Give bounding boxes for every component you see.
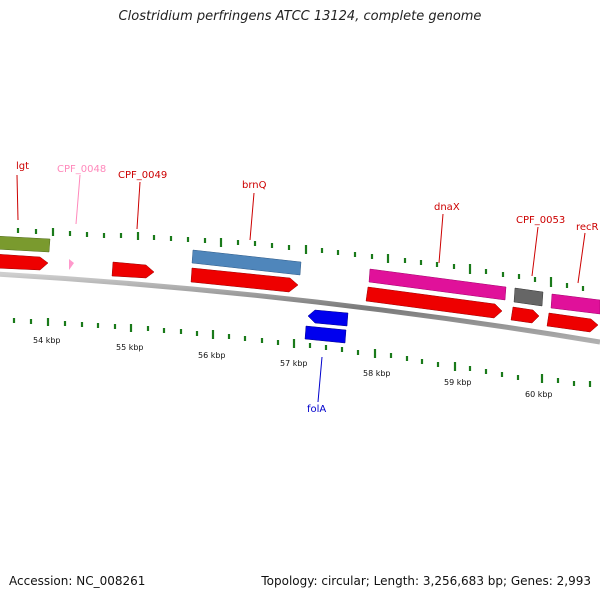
ruler-label: 59 kbp xyxy=(444,378,472,387)
map-title: Clostridium perfringens ATCC 13124, comp… xyxy=(118,9,482,24)
gene-bar-fola xyxy=(307,309,349,327)
cds-arrow-cpf0049 xyxy=(111,261,155,279)
gene-bar-dnax xyxy=(368,268,507,301)
cds-arrow-dnax xyxy=(365,286,503,319)
gene-label-fola: folA xyxy=(307,404,326,415)
inner-tick-row xyxy=(12,318,592,387)
gene-label-brnq: brnQ xyxy=(242,180,267,191)
cds-arrow-cpf0048 xyxy=(69,259,74,270)
accession-text: Accession: NC_008261 xyxy=(9,574,146,588)
cds-arrow-recr xyxy=(546,312,599,333)
gene-label-cpf0049: CPF_0049 xyxy=(118,170,167,181)
ruler-label: 60 kbp xyxy=(525,390,553,399)
gene-bar-cpf0053 xyxy=(513,287,544,307)
gene-label-cpf0048: CPF_0048 xyxy=(57,164,106,175)
genome-summary: Topology: circular; Length: 3,256,683 bp… xyxy=(261,574,591,588)
cds-arrow-fola xyxy=(304,325,347,344)
outer-tick-row xyxy=(16,228,585,291)
ruler-label: 54 kbp xyxy=(33,336,61,345)
gene-bar-brnq xyxy=(191,249,302,276)
label-leaders xyxy=(16,174,586,403)
gene-label-lgt: lgt xyxy=(16,161,29,172)
ruler-label: 55 kbp xyxy=(116,343,144,352)
cds-arrow-cpf0053 xyxy=(510,306,540,324)
genome-backbone xyxy=(0,271,600,345)
ruler-label: 57 kbp xyxy=(280,359,308,368)
ruler-label: 56 kbp xyxy=(198,351,226,360)
gene-label-dnax: dnaX xyxy=(434,202,460,213)
ruler-label: 58 kbp xyxy=(363,369,391,378)
cds-arrow-lgt xyxy=(0,254,49,271)
cds-arrow-brnq xyxy=(190,267,299,293)
gene-label-cpf0053: CPF_0053 xyxy=(516,215,565,226)
gene-bar-recr xyxy=(550,293,600,315)
gene-bar-green xyxy=(0,236,51,253)
gene-label-recr: recR xyxy=(576,222,599,233)
